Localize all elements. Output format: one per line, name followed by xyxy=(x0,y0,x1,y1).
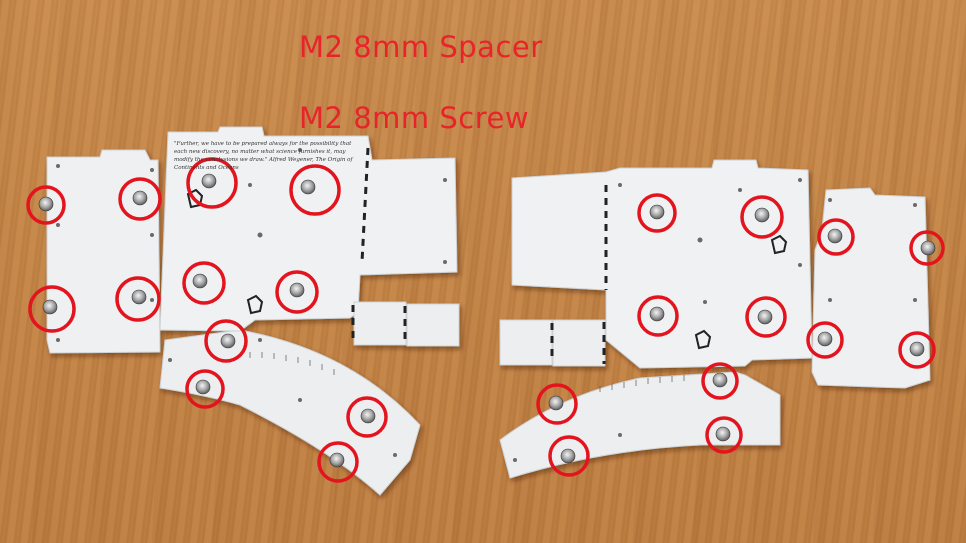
screw-label: M2 8mm Screw xyxy=(299,101,530,135)
left-outer-plate xyxy=(46,149,161,354)
left-thumb-ruler xyxy=(249,352,335,375)
screw-heads xyxy=(38,173,936,468)
right-hand-logo-icon xyxy=(694,234,788,350)
right-thumb-ruler xyxy=(599,375,685,392)
left-half-plates xyxy=(46,126,460,496)
right-mounting-holes xyxy=(513,178,917,462)
left-hand-logo-icon xyxy=(186,188,264,315)
right-small-plate-2 xyxy=(552,319,606,367)
right-main-plate xyxy=(511,159,813,369)
spacer-label: M2 8mm Spacer xyxy=(299,30,543,64)
left-small-plate-1 xyxy=(353,301,407,346)
right-small-plate-1 xyxy=(499,319,553,366)
left-mounting-holes xyxy=(56,148,447,457)
plate-quote: "Further, we have to be prepared always … xyxy=(174,141,353,171)
right-breakaway-lines xyxy=(550,185,608,364)
left-breakaway-lines xyxy=(351,147,407,342)
left-small-plate-2 xyxy=(406,303,460,347)
red-callout-circles xyxy=(26,157,945,483)
left-thumb-plate xyxy=(159,329,421,496)
right-half-plates xyxy=(499,159,931,479)
